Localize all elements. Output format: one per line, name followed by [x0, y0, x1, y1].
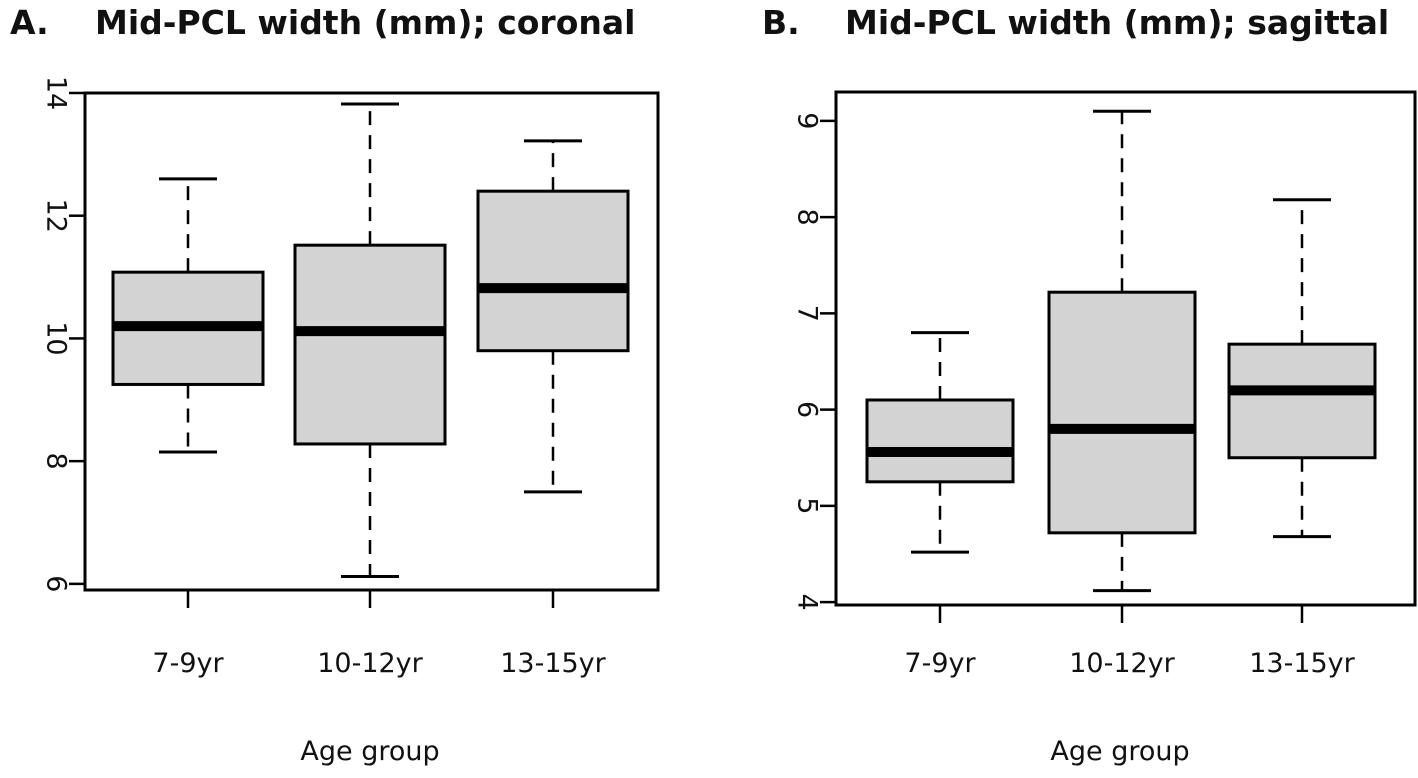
panel-a-ytick-label: 8 [41, 453, 72, 470]
panel-b-xtick-label: 13-15yr [1249, 648, 1355, 679]
panel-a-letter: A. [10, 3, 49, 42]
panel-b-xtick-label: 7-9yr [904, 648, 976, 679]
panel-b-xlabel: Age group [1050, 736, 1189, 767]
panel-a-coronal: A. Mid-PCL width (mm); coronal Age group… [10, 3, 660, 767]
panel-b-ytick-label: 4 [792, 594, 823, 611]
panel-a-box-13-15yr [476, 189, 630, 353]
panel-a-xtick-label: 7-9yr [152, 648, 224, 679]
panel-b-box-13-15yr [1227, 342, 1377, 460]
panel-a-ytick-label: 6 [41, 575, 72, 592]
panel-b-box-10-12yr [1047, 290, 1197, 535]
panel-b-letter: B. [762, 3, 800, 42]
panel-b-title: Mid-PCL width (mm); sagittal [845, 3, 1389, 42]
panel-a-title: Mid-PCL width (mm); coronal [95, 3, 635, 42]
panel-b-xtick-label: 10-12yr [1069, 648, 1175, 679]
panel-a-ytick-label: 10 [41, 321, 72, 355]
panel-a-xtick-label: 13-15yr [500, 648, 606, 679]
panel-b-ytick-label: 9 [792, 112, 823, 129]
panel-a-ytick-label: 12 [41, 199, 72, 233]
panel-a-xlabel: Age group [300, 736, 439, 767]
panel-a-plot-frame [83, 91, 660, 592]
panel-b-ytick-label: 7 [792, 305, 823, 322]
panel-b-box-7-9yr [865, 398, 1015, 484]
panel-b-ytick-label: 5 [792, 497, 823, 514]
panel-a-ytick-label: 14 [41, 76, 72, 110]
panel-b-plot-frame [834, 90, 1417, 607]
panel-b-ytick-label: 6 [792, 401, 823, 418]
panel-a-box-10-12yr [293, 243, 447, 446]
panel-b-ytick-label: 8 [792, 209, 823, 226]
panel-b-sagittal: B. Mid-PCL width (mm); sagittal Age grou… [762, 3, 1417, 767]
panel-a-xtick-label: 10-12yr [317, 648, 423, 679]
